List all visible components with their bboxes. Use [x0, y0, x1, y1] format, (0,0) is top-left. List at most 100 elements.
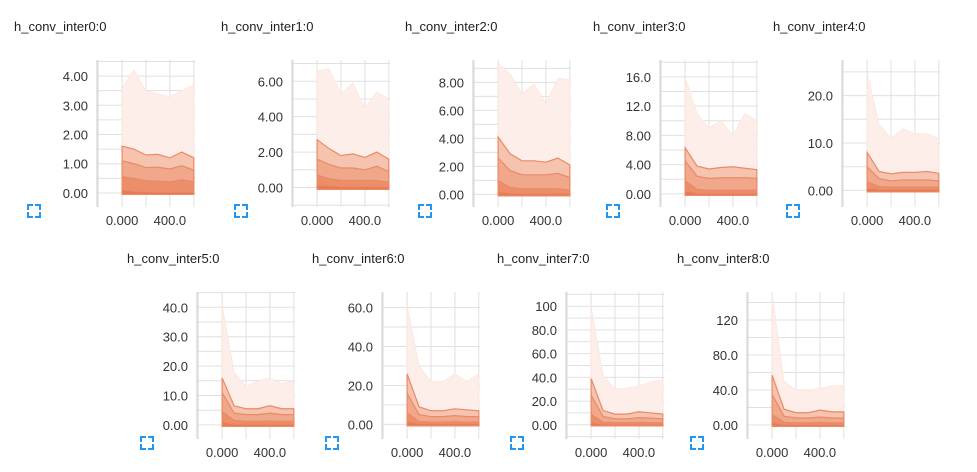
- y-tick-label: 30.0: [163, 330, 188, 345]
- expand-corner: [518, 436, 524, 442]
- chart-plot: 0.00 20.0 40.0 60.0 0.000 400.0: [348, 292, 480, 460]
- distribution-chart: h_conv_inter7:0 0.00 20.0 40.0 60.0 80.0 100 0.…: [497, 247, 687, 462]
- chart-plot: 0.00 4.00 8.00 12.0 16.0 0.000 400.0: [626, 60, 758, 228]
- fullscreen-expand-icon[interactable]: [418, 204, 432, 218]
- y-tick-label: 0.00: [439, 187, 464, 202]
- expand-corner: [418, 212, 424, 218]
- distribution-chart: h_conv_inter1:0 0.00 2.00 4.00 6.00 0.000 400.…: [221, 15, 411, 230]
- expand-corner: [148, 444, 154, 450]
- y-tick-label: 0.00: [258, 181, 283, 196]
- expand-corner: [786, 212, 792, 218]
- x-tick-label: 0.000: [756, 445, 789, 460]
- expand-corner: [242, 212, 248, 218]
- expand-corner: [698, 436, 704, 442]
- chart-plot: 0.00 1.00 2.00 3.00 4.00 0.000 400.0: [63, 60, 195, 228]
- x-tick-label: 400.0: [623, 445, 656, 460]
- x-tick-label: 0.000: [391, 445, 424, 460]
- band-p16: [121, 189, 195, 196]
- expand-corner: [690, 444, 696, 450]
- x-tick-label: 0.000: [575, 445, 608, 460]
- distribution-chart: h_conv_inter2:0 0.00 2.00 4.00 6.00 8.00 0.000…: [405, 15, 595, 230]
- chart-plot: 0.00 20.0 40.0 60.0 80.0 100 0.000 400.0: [532, 292, 664, 460]
- band-p16: [771, 421, 845, 427]
- chart-title: h_conv_inter1:0: [221, 19, 314, 34]
- y-tick-label: 2.00: [63, 128, 88, 143]
- expand-corner: [794, 212, 800, 218]
- expand-corner: [242, 204, 248, 210]
- chart-title: h_conv_inter5:0: [127, 251, 220, 266]
- y-tick-label: 4.00: [63, 69, 88, 84]
- y-tick-label: 10.0: [808, 136, 833, 151]
- expand-corner: [510, 444, 516, 450]
- y-tick-label: 40.0: [163, 300, 188, 315]
- y-tick-label: 10.0: [163, 388, 188, 403]
- fullscreen-expand-icon[interactable]: [325, 436, 339, 450]
- y-tick-label: 60.0: [532, 347, 557, 362]
- chart-title: h_conv_inter2:0: [405, 19, 498, 34]
- expand-corner: [234, 212, 240, 218]
- x-tick-label: 0.000: [301, 213, 334, 228]
- expand-corner: [234, 204, 240, 210]
- chart-plot: 0.00 2.00 4.00 6.00 0.000 400.0: [258, 60, 390, 228]
- fullscreen-expand-icon[interactable]: [234, 204, 248, 218]
- fullscreen-expand-icon[interactable]: [606, 204, 620, 218]
- y-tick-label: 0.00: [626, 187, 651, 202]
- x-tick-label: 400.0: [530, 213, 563, 228]
- chart-title: h_conv_inter3:0: [593, 19, 686, 34]
- x-tick-label: 0.000: [851, 213, 884, 228]
- fullscreen-expand-icon[interactable]: [27, 204, 41, 218]
- expand-corner: [35, 212, 41, 218]
- x-tick-label: 400.0: [349, 213, 382, 228]
- y-tick-label: 6.00: [439, 103, 464, 118]
- expand-corner: [148, 436, 154, 442]
- expand-corner: [27, 212, 33, 218]
- chart-title: h_conv_inter4:0: [773, 19, 866, 34]
- chart-plot: 0.00 40.0 80.0 120 0.000 400.0: [713, 292, 845, 460]
- expand-corner: [333, 436, 339, 442]
- expand-corner: [35, 204, 41, 210]
- band-p16: [866, 187, 940, 193]
- expand-corner: [510, 436, 516, 442]
- y-tick-label: 100: [535, 299, 557, 314]
- y-tick-label: 0.00: [163, 418, 188, 433]
- expand-corner: [140, 444, 146, 450]
- y-tick-label: 2.00: [439, 159, 464, 174]
- expand-corner: [614, 212, 620, 218]
- y-tick-label: 4.00: [258, 110, 283, 125]
- y-tick-label: 40.0: [532, 370, 557, 385]
- expand-corner: [690, 436, 696, 442]
- expand-corner: [418, 204, 424, 210]
- y-tick-label: 40.0: [348, 340, 373, 355]
- x-tick-label: 400.0: [439, 445, 472, 460]
- expand-corner: [426, 204, 432, 210]
- expand-corner: [140, 436, 146, 442]
- y-tick-label: 0.00: [713, 418, 738, 433]
- x-tick-label: 0.000: [106, 213, 139, 228]
- y-tick-label: 4.00: [439, 131, 464, 146]
- x-tick-label: 400.0: [254, 445, 287, 460]
- expand-corner: [333, 444, 339, 450]
- chart-plot: 0.00 2.00 4.00 6.00 8.00 0.000 400.0: [439, 60, 571, 228]
- expand-corner: [698, 444, 704, 450]
- chart-title: h_conv_inter6:0: [312, 251, 405, 266]
- chart-plot: 0.00 10.0 20.0 30.0 40.0 0.000 400.0: [163, 292, 295, 460]
- fullscreen-expand-icon[interactable]: [140, 436, 154, 450]
- y-tick-label: 8.00: [626, 128, 651, 143]
- y-tick-label: 8.00: [439, 75, 464, 90]
- fullscreen-expand-icon[interactable]: [510, 436, 524, 450]
- x-tick-label: 400.0: [899, 213, 932, 228]
- expand-corner: [606, 204, 612, 210]
- y-tick-label: 0.00: [808, 183, 833, 198]
- band-p16: [590, 421, 664, 427]
- band-p16: [684, 190, 758, 196]
- band-p16: [497, 190, 571, 197]
- chart-title: h_conv_inter8:0: [677, 251, 770, 266]
- chart-title: h_conv_inter7:0: [497, 251, 590, 266]
- fullscreen-expand-icon[interactable]: [690, 436, 704, 450]
- fullscreen-expand-icon[interactable]: [786, 204, 800, 218]
- y-tick-label: 20.0: [348, 378, 373, 393]
- distribution-chart: h_conv_inter0:0 0.00 1.00 2.00 3.00 4.00 0.000…: [14, 15, 204, 230]
- y-tick-label: 20.0: [532, 394, 557, 409]
- x-tick-label: 0.000: [206, 445, 239, 460]
- y-tick-label: 20.0: [808, 89, 833, 104]
